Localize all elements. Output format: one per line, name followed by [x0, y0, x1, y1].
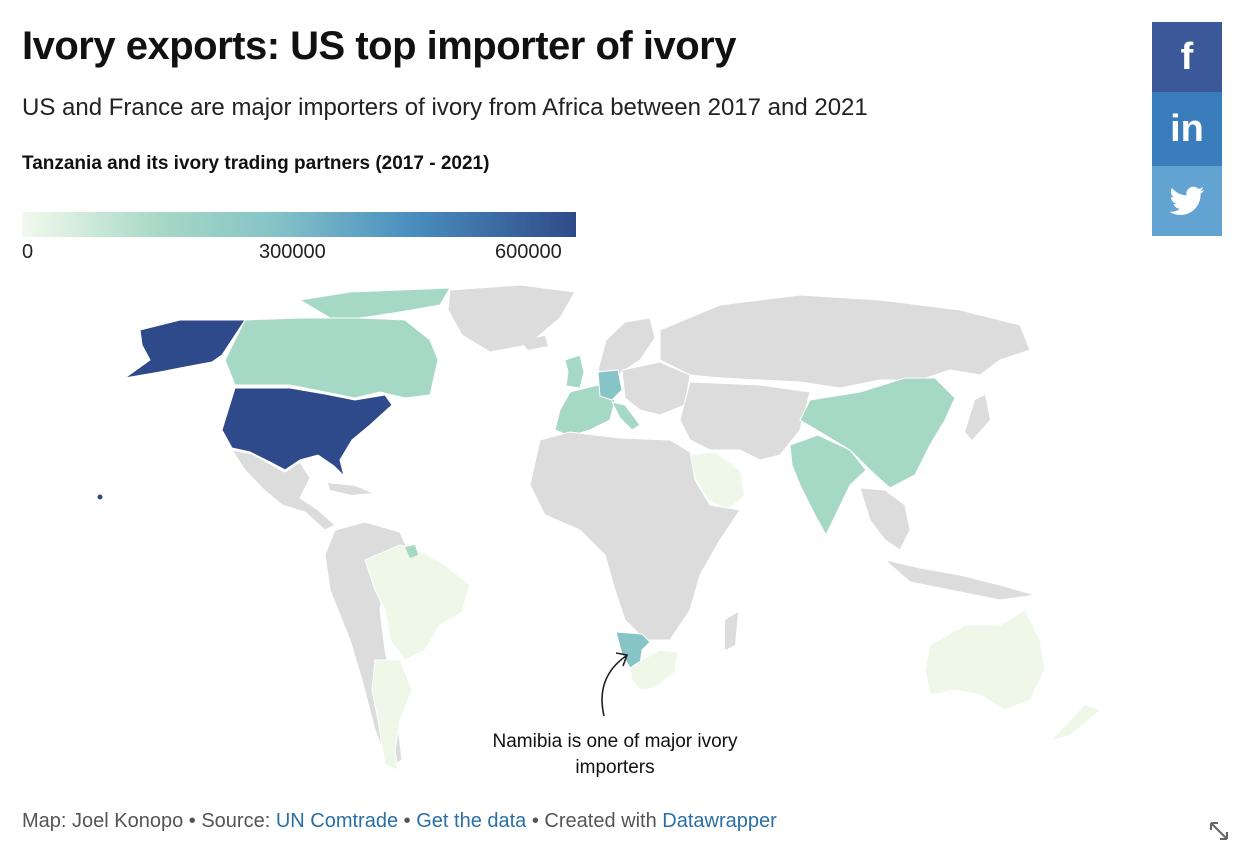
twitter-share-button[interactable] [1152, 166, 1222, 236]
region-russia[interactable] [659, 294, 1031, 389]
world-map [97, 284, 1100, 771]
country-italy[interactable] [611, 401, 641, 431]
country-south-africa[interactable] [629, 649, 679, 691]
chart-title: Ivory exports: US top importer of ivory [22, 24, 736, 68]
country-hawaii[interactable] [97, 494, 103, 500]
annotation-arrow [601, 655, 627, 717]
country-alaska[interactable] [124, 319, 246, 379]
country-uk[interactable] [564, 354, 585, 389]
country-guyana[interactable] [405, 545, 418, 558]
country-argentina[interactable] [371, 659, 413, 771]
country-canada[interactable] [224, 317, 439, 399]
twitter-icon [1169, 186, 1204, 215]
color-scale-bar [22, 212, 576, 237]
region-indonesia[interactable] [884, 559, 1036, 601]
region-eastern-europe[interactable] [621, 361, 691, 416]
country-new-zealand[interactable] [1052, 705, 1100, 740]
country-australia[interactable] [924, 609, 1046, 711]
region-mexico-central-america[interactable] [230, 449, 336, 531]
country-china[interactable] [799, 377, 956, 489]
footer-created-with: • Created with [526, 810, 663, 832]
country-saudi-arabia[interactable] [689, 451, 746, 511]
region-africa[interactable] [529, 431, 741, 641]
get-data-link[interactable]: Get the data [416, 810, 527, 832]
legend-tick-mid: 300000 [259, 241, 326, 263]
annotation-arrowhead [615, 652, 629, 667]
country-japan[interactable] [965, 395, 990, 440]
chart-subtitle: US and France are major importers of ivo… [22, 94, 868, 121]
country-india[interactable] [789, 434, 867, 537]
country-namibia[interactable] [615, 631, 651, 669]
legend-tick-max: 600000 [495, 241, 562, 263]
footer-credits: Map: Joel Konopo • Source: UN Comtrade •… [22, 810, 777, 833]
region-southeast-asia[interactable] [859, 487, 911, 551]
facebook-icon: f [1180, 36, 1194, 78]
country-usa[interactable] [221, 387, 393, 478]
country-iceland[interactable] [520, 336, 548, 350]
country-canada-islands[interactable] [298, 287, 451, 319]
resize-icon[interactable] [1208, 820, 1230, 842]
source-link[interactable]: UN Comtrade [275, 810, 399, 832]
legend-title: Tanzania and its ivory trading partners … [22, 153, 490, 174]
region-central-asia[interactable] [679, 381, 811, 461]
region-caribbean[interactable] [328, 483, 372, 495]
datawrapper-link[interactable]: Datawrapper [662, 810, 777, 832]
country-greenland[interactable] [447, 284, 576, 353]
footer-prefix: Map: Joel Konopo • Source: [22, 810, 276, 832]
country-madagascar[interactable] [725, 612, 738, 650]
facebook-share-button[interactable]: f [1152, 22, 1222, 92]
country-germany[interactable] [597, 369, 623, 401]
footer-separator: • [398, 810, 417, 832]
country-brazil[interactable] [364, 544, 471, 661]
linkedin-icon: in [1170, 108, 1204, 150]
namibia-annotation: Namibia is one of major ivory importers [492, 731, 738, 778]
legend-tick-min: 0 [22, 241, 34, 263]
linkedin-share-button[interactable]: in [1152, 92, 1222, 166]
